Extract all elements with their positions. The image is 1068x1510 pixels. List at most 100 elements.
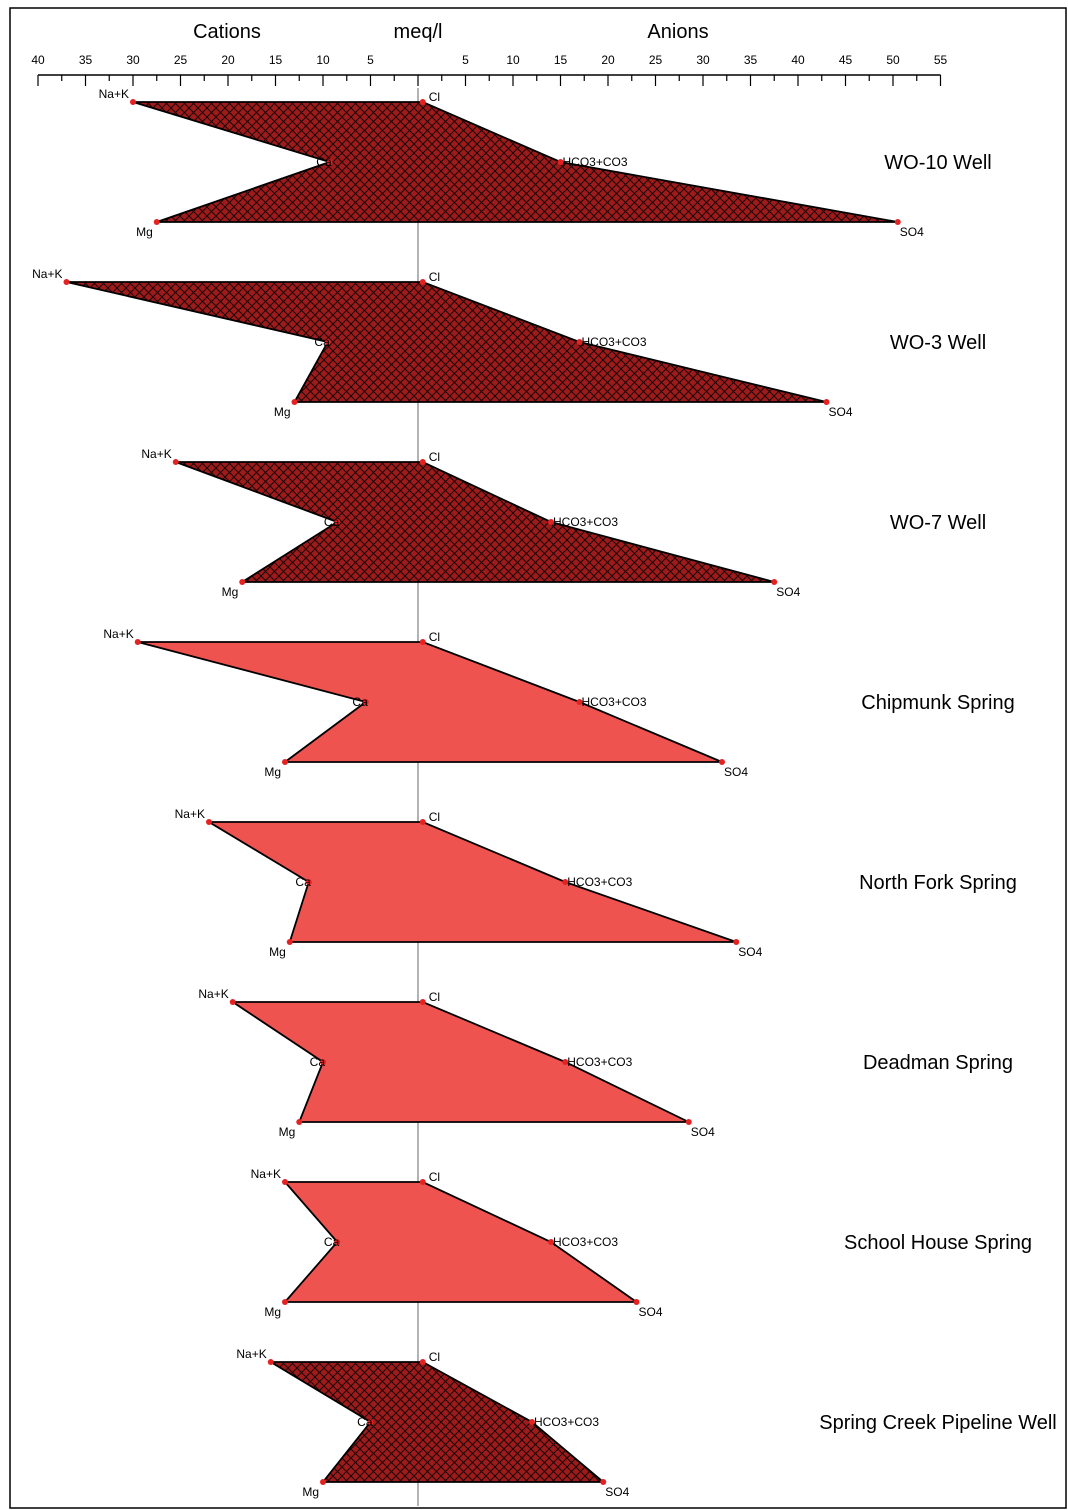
- cl-label: Cl: [429, 630, 440, 644]
- anion-tick-label: 40: [791, 53, 805, 67]
- stiff-polygon-group: Na+K Ca Mg Cl HCO3+CO3 SO4 WO-7 Well: [141, 447, 986, 599]
- cl-point: [419, 999, 426, 1005]
- cl-point: [419, 1359, 426, 1365]
- so4-label: SO4: [605, 1485, 629, 1499]
- hco3-co3-point: [576, 699, 583, 705]
- na-k-label: Na+K: [32, 267, 62, 281]
- so4-point: [633, 1299, 640, 1305]
- ca-point: [334, 519, 341, 525]
- so4-label: SO4: [738, 945, 762, 959]
- mg-label: Mg: [269, 945, 286, 959]
- cl-label: Cl: [429, 90, 440, 104]
- ca-label: Ca: [314, 335, 330, 349]
- stiff-polygon-group: Na+K Ca Mg Cl HCO3+CO3 SO4 Chipmunk Spring: [103, 627, 1014, 779]
- ca-label: Ca: [295, 875, 311, 889]
- anion-tick-label: 20: [601, 53, 615, 67]
- ca-label: Ca: [352, 695, 368, 709]
- cation-tick-label: 20: [221, 53, 235, 67]
- hco3-co3-label: HCO3+CO3: [567, 875, 632, 889]
- stiff-polygon-group: Na+K Ca Mg Cl HCO3+CO3 SO4 WO-3 Well: [32, 267, 986, 419]
- so4-point: [719, 759, 725, 765]
- mg-point: [296, 1119, 303, 1125]
- so4-label: SO4: [829, 405, 853, 419]
- so4-label: SO4: [639, 1305, 663, 1319]
- so4-point: [894, 219, 901, 225]
- site-name-label: WO-10 Well: [884, 152, 991, 174]
- hco3-co3-point: [529, 1419, 535, 1425]
- hco3-co3-point: [562, 879, 569, 885]
- cl-point: [419, 639, 426, 645]
- site-name-label: Chipmunk Spring: [861, 692, 1014, 714]
- mg-point: [282, 759, 288, 765]
- stiff-polygon-group: Na+K Ca Mg Cl HCO3+CO3 SO4 Spring Creek Pipeli…: [236, 1347, 1056, 1499]
- mg-point: [282, 1299, 288, 1305]
- na-k-point: [172, 459, 179, 465]
- ca-point: [305, 879, 312, 885]
- na-k-label: Na+K: [103, 627, 133, 641]
- cation-tick-label: 25: [174, 53, 188, 67]
- cations-header: Cations: [193, 21, 261, 43]
- so4-point: [733, 939, 740, 945]
- ca-label: Ca: [324, 1235, 340, 1249]
- anion-tick-label: 55: [934, 53, 948, 67]
- hco3-co3-label: HCO3+CO3: [567, 1055, 632, 1069]
- cl-point: [419, 819, 426, 825]
- mg-label: Mg: [222, 585, 239, 599]
- mg-point: [291, 399, 298, 405]
- mg-label: Mg: [264, 765, 281, 779]
- na-k-label: Na+K: [198, 987, 228, 1001]
- cl-label: Cl: [429, 810, 440, 824]
- cation-tick-label: 10: [316, 53, 330, 67]
- site-name-label: Spring Creek Pipeline Well: [819, 1412, 1057, 1434]
- na-k-point: [282, 1179, 288, 1185]
- so4-point: [823, 399, 830, 405]
- so4-point: [771, 579, 778, 585]
- hco3-co3-point: [562, 1059, 569, 1065]
- cl-label: Cl: [429, 270, 440, 284]
- na-k-label: Na+K: [141, 447, 171, 461]
- stiff-polygon-group: Na+K Ca Mg Cl HCO3+CO3 SO4 WO-10 Well: [99, 87, 992, 239]
- anion-tick-label: 35: [744, 53, 758, 67]
- na-k-point: [130, 99, 136, 105]
- hco3-co3-point: [548, 519, 554, 525]
- mg-label: Mg: [264, 1305, 281, 1319]
- mg-label: Mg: [302, 1485, 319, 1499]
- na-k-label: Na+K: [251, 1167, 281, 1181]
- cation-tick-label: 40: [31, 53, 45, 67]
- cation-tick-label: 5: [367, 53, 374, 67]
- anion-tick-label: 30: [696, 53, 710, 67]
- anion-tick-label: 25: [649, 53, 663, 67]
- na-k-point: [134, 639, 141, 645]
- na-k-label: Na+K: [175, 807, 205, 821]
- cl-point: [419, 99, 426, 105]
- stiff-polygon-group: Na+K Ca Mg Cl HCO3+CO3 SO4 Deadman Spring: [198, 987, 1013, 1139]
- ca-point: [367, 1419, 374, 1425]
- units-header: meq/l: [394, 21, 443, 43]
- mg-point: [320, 1479, 326, 1485]
- cl-label: Cl: [429, 990, 440, 1004]
- so4-point: [600, 1479, 607, 1485]
- site-name-label: WO-7 Well: [890, 512, 986, 534]
- cl-label: Cl: [429, 1350, 440, 1364]
- hco3-co3-label: HCO3+CO3: [553, 1235, 618, 1249]
- mg-point: [153, 219, 160, 225]
- site-name-label: WO-3 Well: [890, 332, 986, 354]
- mg-point: [239, 579, 246, 585]
- ca-label: Ca: [324, 515, 340, 529]
- na-k-point: [229, 999, 236, 1005]
- anion-tick-label: 5: [462, 53, 469, 67]
- na-k-label: Na+K: [236, 1347, 266, 1361]
- stiff-polygon-group: Na+K Ca Mg Cl HCO3+CO3 SO4 School House Spring: [251, 1167, 1032, 1319]
- cation-tick-label: 35: [79, 53, 93, 67]
- hco3-co3-point: [576, 339, 583, 345]
- so4-label: SO4: [724, 765, 748, 779]
- polygon-layer: Na+K Ca Mg Cl HCO3+CO3 SO4 WO-10 Well Na+K Ca Mg C…: [32, 87, 1057, 1499]
- ca-label: Ca: [357, 1415, 373, 1429]
- ca-label: Ca: [310, 1055, 326, 1069]
- cation-tick-label: 15: [269, 53, 283, 67]
- hco3-co3-point: [548, 1239, 554, 1245]
- ca-label: Ca: [316, 155, 332, 169]
- cl-label: Cl: [429, 450, 440, 464]
